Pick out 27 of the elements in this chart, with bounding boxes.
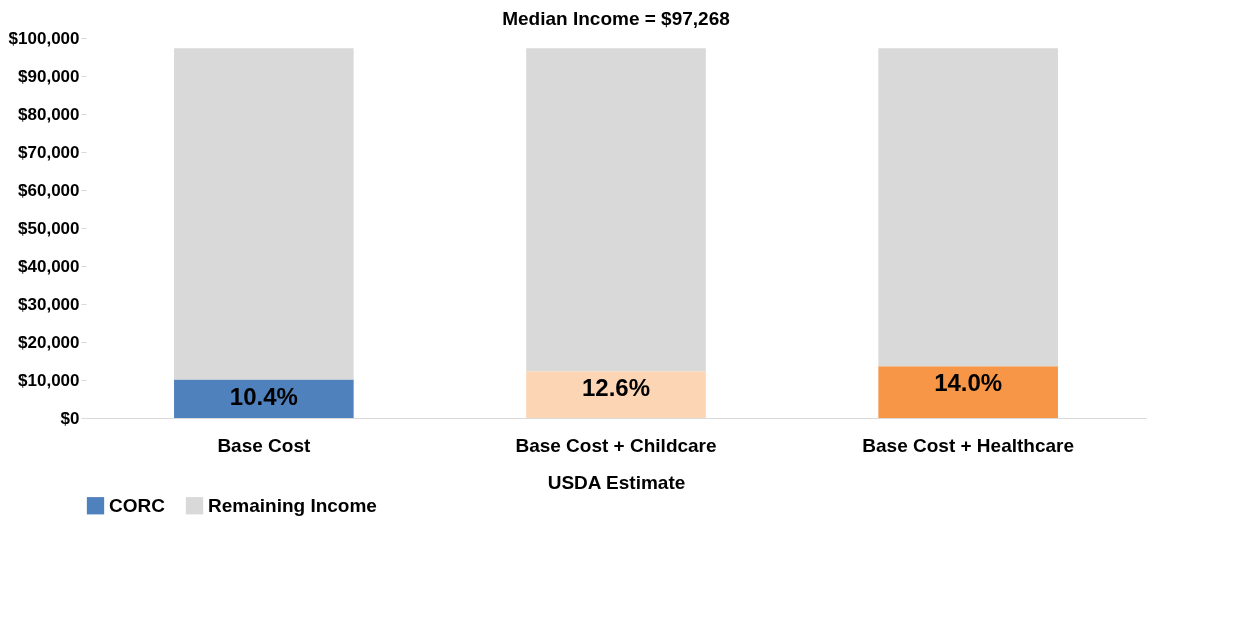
legend-label: CORC [109, 494, 166, 516]
x-axis-title: USDA Estimate [547, 471, 686, 493]
y-tick-label: $50,000 [18, 218, 80, 238]
x-tick-label: Base Cost + Healthcare [862, 434, 1075, 456]
bar [526, 371, 706, 418]
annotation: 14.0% [934, 369, 1003, 397]
y-tick-label: $80,000 [18, 104, 80, 124]
y-tick-label: $10,000 [18, 370, 80, 390]
x-tick-label: Base Cost + Childcare [515, 434, 717, 456]
annotation: 10.4% [229, 382, 298, 410]
bar [878, 366, 1058, 418]
legend-label: Remaining Income [208, 494, 377, 516]
chart-title: Median Income = $97,268 [502, 8, 730, 29]
bar [174, 379, 354, 418]
x-tick-label: Base Cost [217, 434, 311, 456]
bar [878, 48, 1058, 367]
bar [174, 48, 354, 380]
y-tick-label: $60,000 [18, 180, 80, 200]
y-tick-label: $70,000 [18, 142, 80, 162]
y-tick-label: $30,000 [18, 294, 80, 314]
bar [526, 48, 706, 372]
y-tick-label: $0 [60, 408, 80, 428]
y-tick-label: $40,000 [18, 256, 80, 276]
y-tick-label: $100,000 [8, 28, 80, 48]
y-tick-label: $90,000 [18, 66, 80, 86]
y-tick-label: $20,000 [18, 332, 80, 352]
annotation: 12.6% [581, 374, 651, 402]
